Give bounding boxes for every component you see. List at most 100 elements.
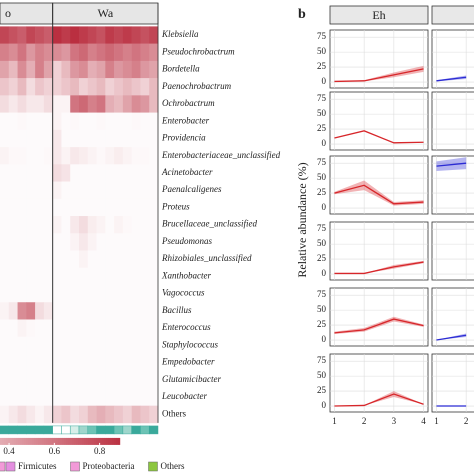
heat-cell (26, 336, 36, 355)
y-tick-label: 25 (317, 385, 327, 395)
heat-cell (79, 198, 89, 217)
heat-cell (122, 405, 132, 424)
heat-cell (26, 181, 36, 200)
series-line (334, 318, 424, 334)
heat-cell (79, 164, 89, 182)
heat-cell (149, 302, 159, 320)
heat-cell (122, 216, 132, 234)
series-line (334, 184, 424, 205)
heat-cell (26, 198, 36, 217)
heat-cell (114, 285, 124, 303)
panel-bg (431, 353, 474, 413)
heat-cell (43, 129, 53, 148)
heat-cell (87, 371, 97, 389)
heat-cell (70, 60, 80, 79)
heat-cell (43, 112, 53, 131)
row-label: Empedobacter (161, 357, 215, 367)
heat-cell (61, 267, 71, 286)
heat-cell (43, 233, 53, 251)
heat-cell (17, 43, 27, 62)
heat-cell (17, 353, 27, 372)
heat-cell (140, 336, 150, 355)
heat-cell (70, 388, 80, 406)
heat-cell (61, 198, 71, 217)
y-tick-label: 25 (317, 187, 327, 197)
heat-cell (114, 147, 124, 165)
heat-cell (114, 250, 124, 269)
heat-cell (122, 198, 132, 217)
heat-cell (35, 95, 45, 113)
annotation-cell (61, 425, 71, 435)
annotation-cell (52, 425, 62, 435)
heat-cell (140, 267, 150, 286)
heat-cell (79, 26, 89, 44)
heat-cell (61, 285, 71, 303)
heat-cell (131, 129, 141, 148)
heat-cell (35, 371, 45, 389)
heat-cell (105, 405, 115, 424)
heat-cell (87, 147, 97, 165)
heat-cell (79, 319, 89, 338)
heat-cell (43, 216, 53, 234)
heat-cell (61, 353, 71, 372)
colorbar-step (96, 437, 99, 445)
heat-cell (122, 319, 132, 338)
row-label: Enterococcus (161, 322, 211, 332)
heat-cell (0, 285, 10, 303)
heat-cell (140, 198, 150, 217)
colorbar-step (4, 437, 7, 445)
heat-cell (105, 43, 115, 62)
heat-cell (87, 216, 97, 234)
heat-cell (122, 233, 132, 251)
heat-cell (52, 267, 62, 286)
heat-cell (105, 353, 115, 372)
heat-cell (105, 95, 115, 113)
heat-cell (61, 147, 71, 165)
colorbar-step (78, 437, 81, 445)
y-tick-label: 50 (317, 108, 327, 118)
heat-cell (8, 285, 18, 303)
heat-cell (87, 60, 97, 79)
heat-cell (149, 353, 159, 372)
heat-cell (8, 302, 18, 320)
heat-cell (122, 181, 132, 200)
heat-cell (114, 233, 124, 251)
heat-cell (61, 233, 71, 251)
heat-cell (105, 198, 115, 217)
heat-cell (131, 147, 141, 165)
heat-cell (52, 60, 62, 79)
heat-cell (52, 285, 62, 303)
heat-cell (105, 147, 115, 165)
heat-cell (26, 267, 36, 286)
heat-cell (26, 250, 36, 269)
colorbar-step (18, 437, 21, 445)
legend-swatch (70, 461, 80, 472)
heat-cell (43, 250, 53, 269)
heat-cell (0, 95, 10, 113)
colorbar-step (94, 437, 97, 445)
colorbar-step (20, 437, 23, 445)
heat-cell (140, 319, 150, 338)
heat-cell (17, 198, 27, 217)
heat-cell (96, 388, 106, 406)
heat-cell (87, 43, 97, 62)
heat-cell (43, 267, 53, 286)
heat-cell (140, 43, 150, 62)
heat-cell (79, 216, 89, 234)
heat-cell (131, 78, 141, 96)
heat-cell (105, 371, 115, 389)
legend-label: Proteobacteria (83, 461, 135, 471)
heat-cell (35, 129, 45, 148)
heat-cell (70, 164, 80, 182)
heat-cell (61, 250, 71, 269)
heat-cell (87, 319, 97, 338)
heat-cell (43, 319, 53, 338)
heat-cell (35, 405, 45, 424)
heat-cell (140, 60, 150, 79)
heat-cell (0, 60, 10, 79)
colorbar-step (32, 437, 35, 445)
heat-cell (140, 405, 150, 424)
heat-cell (114, 164, 124, 182)
panel-bg (329, 353, 429, 413)
x-tick-label: 2 (362, 416, 367, 426)
